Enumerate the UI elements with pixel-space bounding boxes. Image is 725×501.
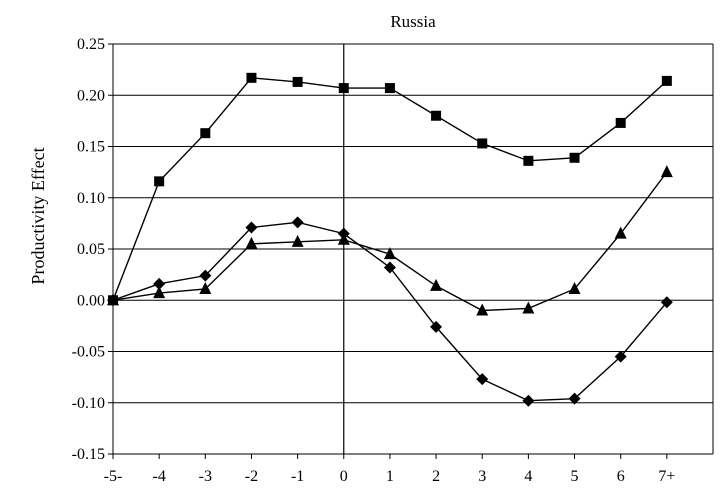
data-point-triangle (337, 232, 350, 245)
data-point-square (523, 155, 534, 166)
x-tick-label: 5 (571, 468, 579, 485)
data-point-triangle (107, 293, 119, 306)
y-tick-label: 0.25 (77, 36, 105, 53)
data-point-diamond (291, 216, 304, 229)
data-point-diamond (660, 296, 673, 309)
series-square (108, 72, 672, 306)
data-point-diamond (199, 269, 212, 282)
y-tick-label: 0.20 (77, 87, 105, 104)
x-tick-label: 6 (617, 468, 625, 485)
data-point-square (246, 72, 257, 83)
x-tick-label: 0 (340, 468, 348, 485)
data-point-triangle (430, 278, 443, 291)
data-point-diamond (383, 261, 396, 274)
data-point-triangle (522, 301, 535, 314)
y-tick-label: -0.10 (72, 395, 105, 412)
data-point-square (661, 75, 672, 86)
y-axis-label: Productivity Effect (28, 147, 48, 284)
data-point-square (154, 176, 165, 187)
x-tick-label: 1 (386, 468, 394, 485)
data-point-diamond (153, 277, 166, 290)
data-point-square (200, 128, 211, 139)
y-tick-label: 0.10 (77, 190, 105, 207)
data-point-triangle (245, 236, 258, 249)
x-tick-label: -1 (291, 468, 304, 485)
data-point-diamond (568, 392, 581, 405)
y-tick-label: -0.15 (72, 446, 105, 463)
grid-lines (113, 43, 713, 455)
series-diamond (107, 216, 673, 407)
data-point-triangle (199, 281, 212, 294)
data-point-triangle (568, 281, 581, 294)
data-point-triangle (153, 286, 166, 299)
data-point-square (615, 117, 626, 128)
x-tick-label: 2 (432, 468, 440, 485)
data-point-diamond (476, 373, 489, 386)
x-tick-label: 7+ (658, 468, 675, 485)
series-line (112, 171, 668, 312)
data-point-diamond (245, 221, 258, 234)
data-point-square (569, 152, 580, 163)
data-point-square (431, 110, 442, 121)
y-tick-label: 0.00 (77, 292, 105, 309)
data-point-triangle (614, 226, 627, 239)
data-point-diamond (614, 350, 627, 363)
data-point-diamond (430, 320, 443, 333)
data-point-triangle (476, 303, 489, 316)
x-tick-label: -2 (245, 468, 258, 485)
data-point-triangle (660, 165, 673, 178)
data-point-triangle (383, 247, 396, 260)
x-tick-label: -4 (152, 468, 165, 485)
data-point-square (477, 138, 488, 149)
data-point-square (338, 83, 349, 94)
y-tick-label: 0.05 (77, 241, 105, 258)
x-tick-label: -3 (199, 468, 212, 485)
axes (108, 43, 714, 459)
data-point-square (384, 83, 395, 94)
data-point-square (292, 76, 303, 87)
series-layer (107, 72, 673, 407)
data-point-diamond (522, 394, 535, 407)
tick-labels: 0.25 0.20 0.15 0.10 0.05 0.00 -0.05 -0.10 -0.15 -… (72, 36, 676, 485)
data-point-triangle (291, 234, 304, 247)
chart-title: Russia (390, 12, 436, 31)
series-triangle (107, 165, 673, 316)
y-tick-label: 0.15 (77, 139, 105, 156)
x-tick-label: 4 (524, 468, 532, 485)
x-tick-label: -5- (104, 468, 123, 485)
x-tick-label: 3 (478, 468, 486, 485)
y-tick-label: -0.05 (72, 344, 105, 361)
